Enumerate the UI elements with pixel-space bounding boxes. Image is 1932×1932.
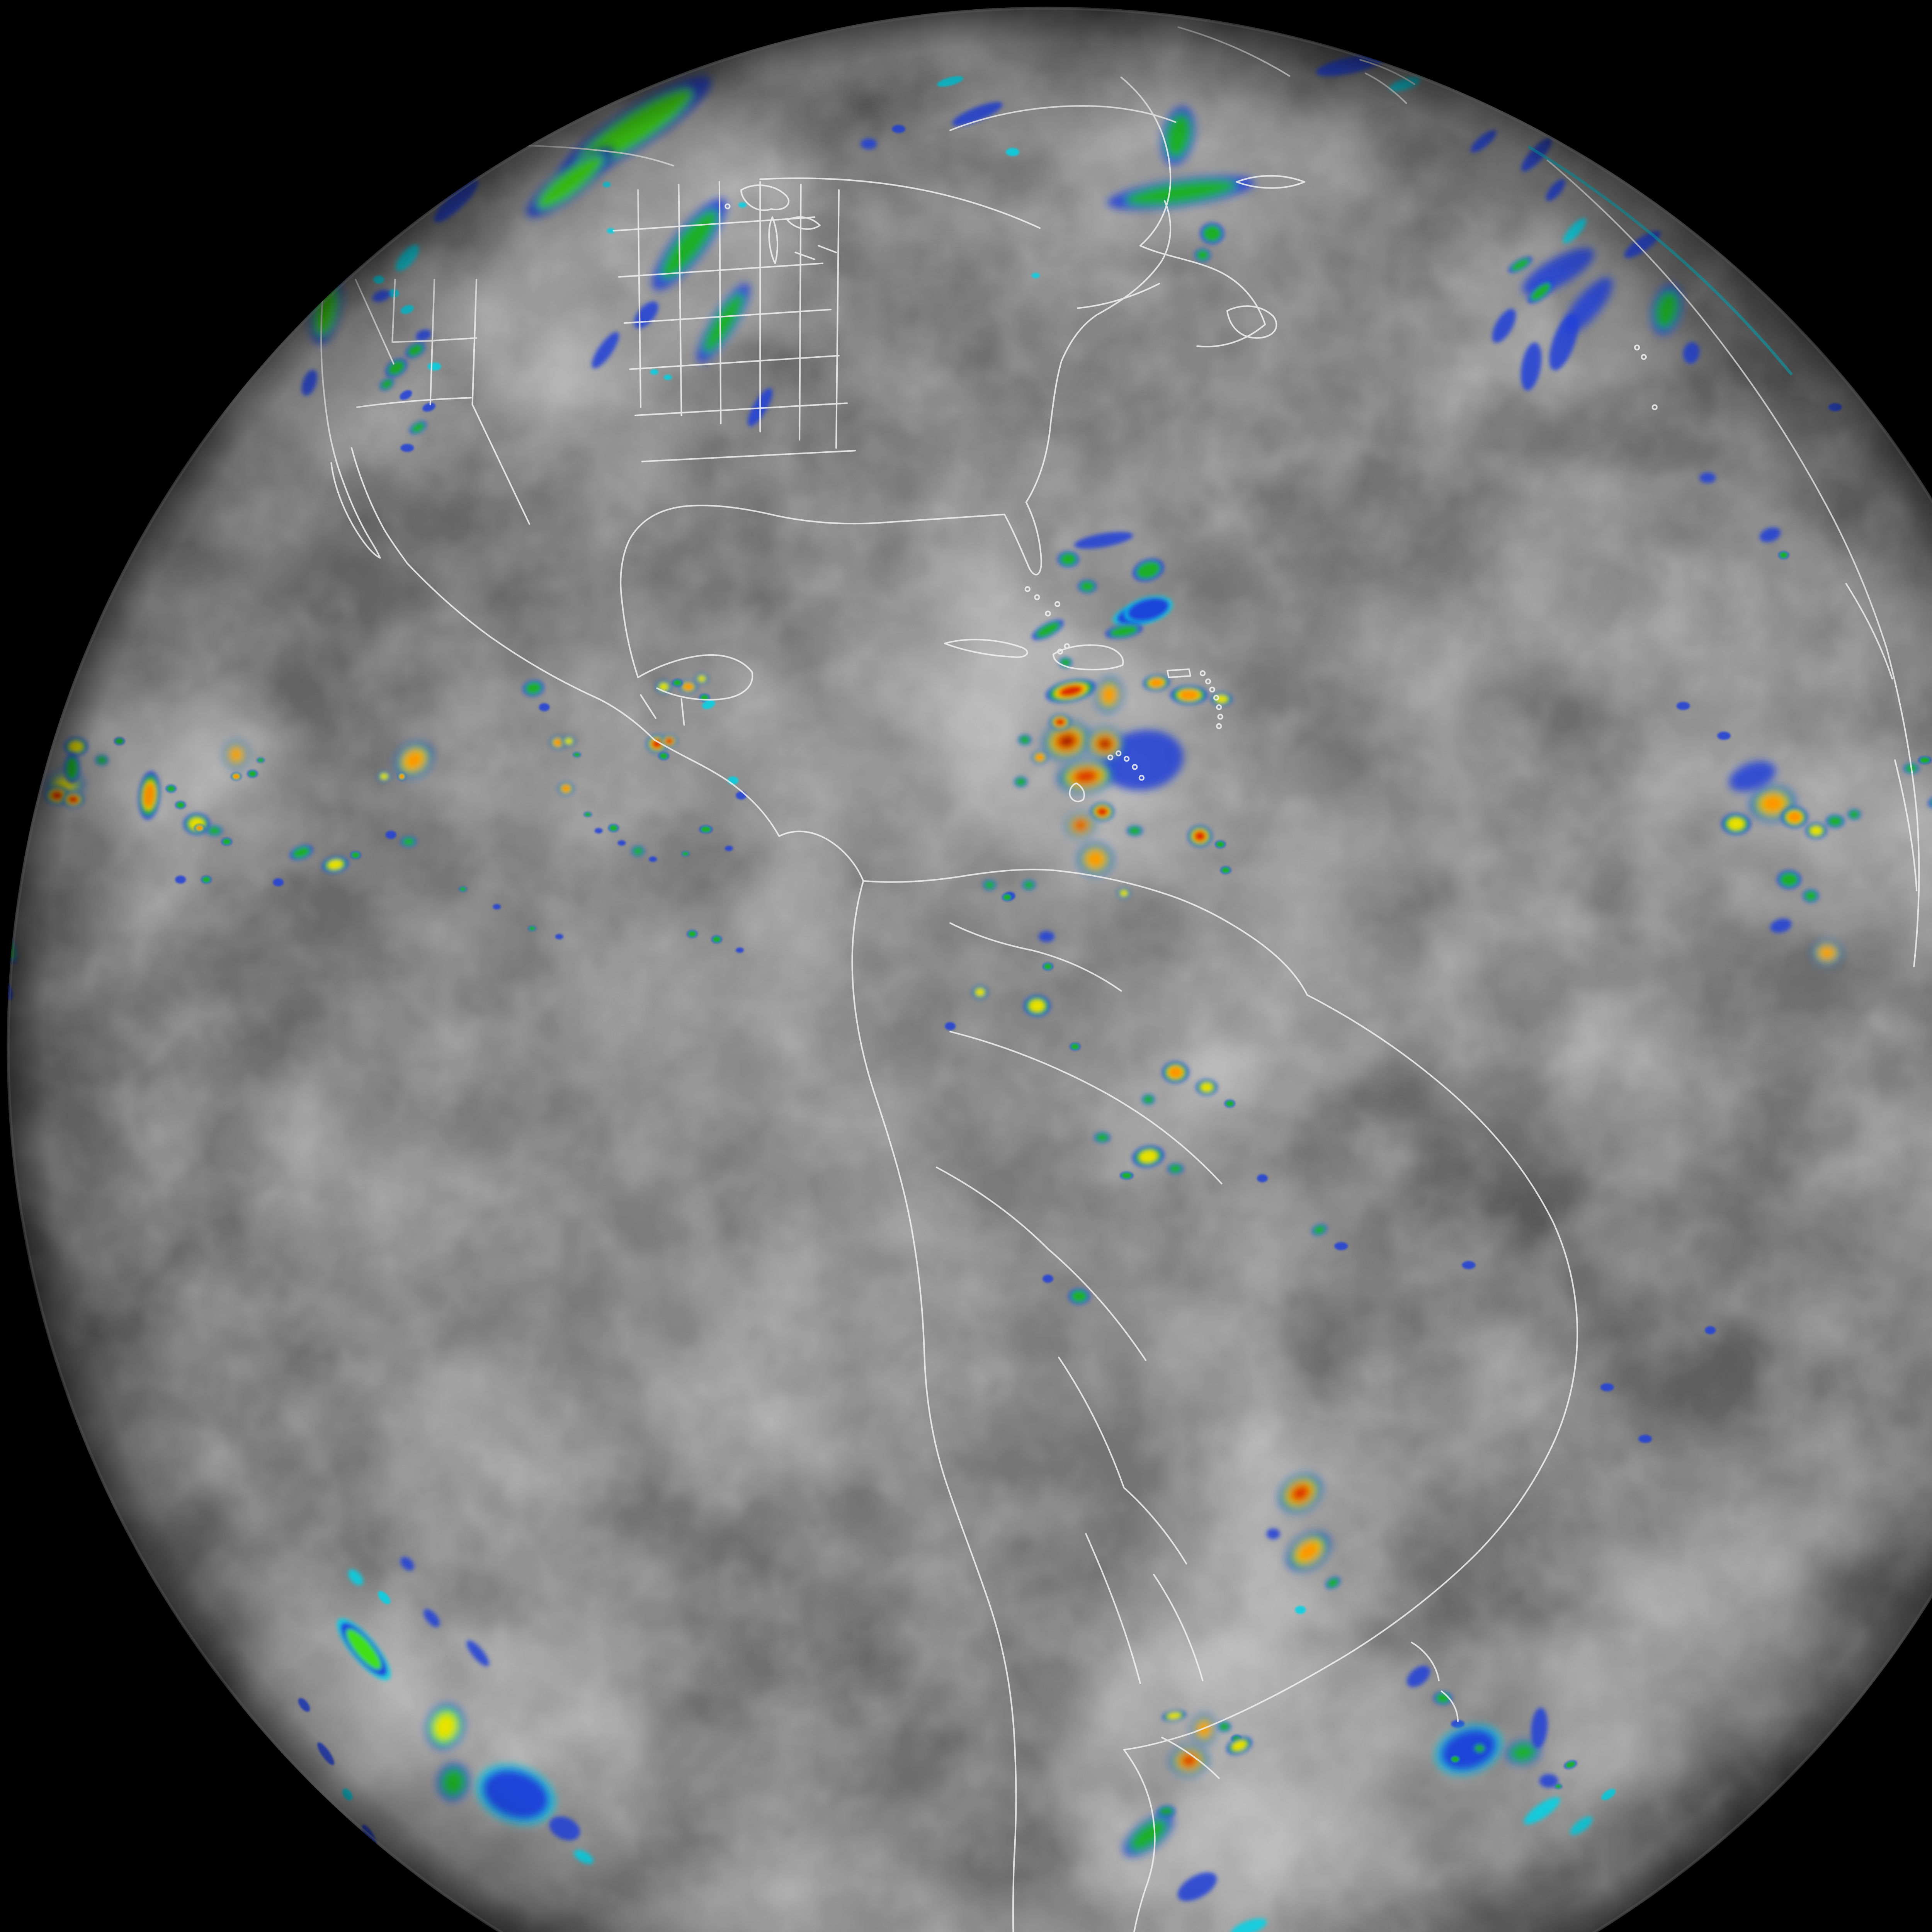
globe-svg: [0, 0, 1932, 1932]
satellite-image-root: [0, 0, 1932, 1932]
